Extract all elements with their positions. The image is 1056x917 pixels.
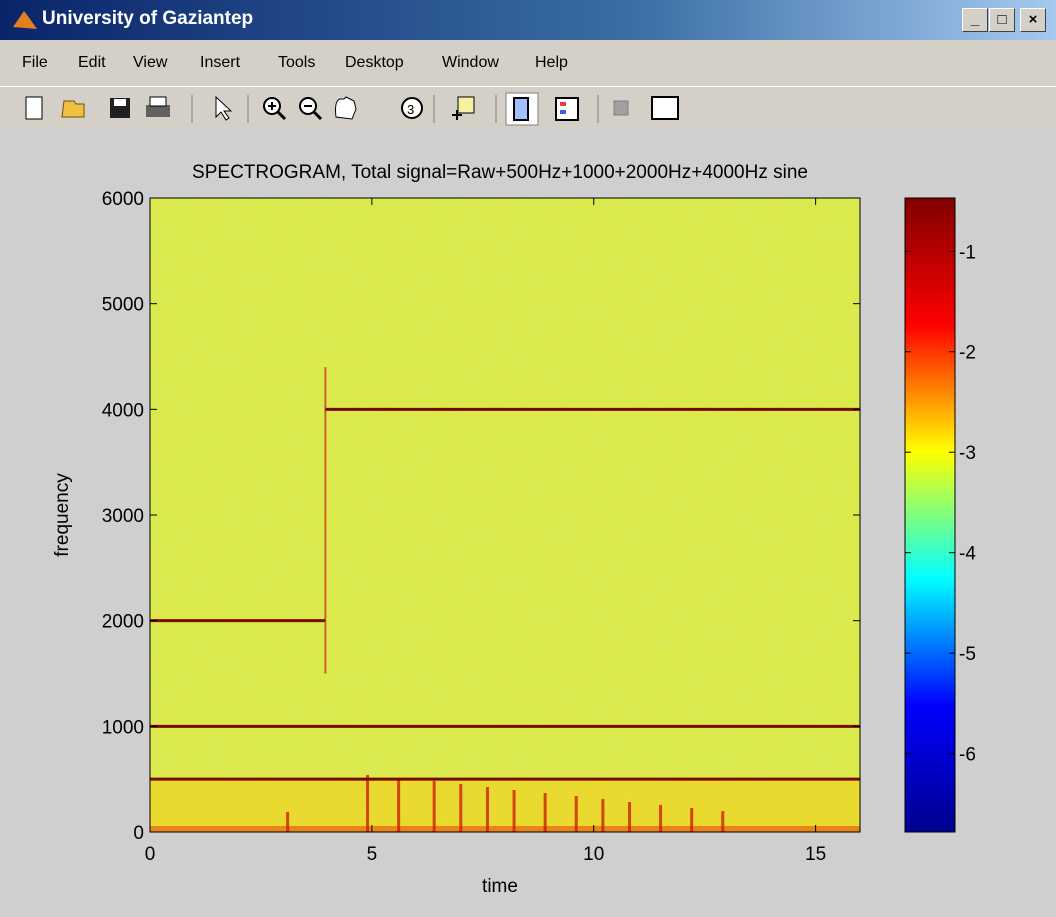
colorbar <box>904 197 956 833</box>
x-tick-label: 15 <box>805 844 826 865</box>
menu-item[interactable]: Help <box>535 54 568 71</box>
close-button[interactable]: × <box>1020 8 1046 32</box>
app-icon <box>13 11 37 29</box>
colorbar-tick-label: -2 <box>959 343 976 364</box>
menu-item[interactable]: View <box>133 54 168 71</box>
x-tick-label: 0 <box>145 844 156 865</box>
menu-item[interactable]: Edit <box>78 54 106 71</box>
y-tick-label: 6000 <box>102 189 144 210</box>
x-tick-label: 10 <box>583 844 604 865</box>
menu-item[interactable]: Desktop <box>345 54 404 71</box>
y-tick-label: 3000 <box>102 506 144 527</box>
maximize-button[interactable]: □ <box>989 8 1015 32</box>
spectrogram-low-noise <box>150 779 860 832</box>
menu-bar: File Edit View Insert Tools Desktop Window Help <box>0 42 1056 84</box>
y-tick-label: 5000 <box>102 295 144 316</box>
colorbar-tick-label: -6 <box>959 745 976 766</box>
spectrogram-noise <box>150 198 860 832</box>
minimize-button[interactable]: _ <box>962 8 988 32</box>
menu-item[interactable]: Insert <box>200 54 241 71</box>
figure-area: 0 1000 2000 3000 4000 5000 6000 0 5 10 15 SPECTROGR… <box>0 130 1056 917</box>
spectrogram-floor <box>150 826 860 832</box>
menu-item[interactable]: File <box>22 54 48 71</box>
y-axis-label: frequency <box>52 473 73 557</box>
title-bar: University of Gaziantep _ □ × <box>0 0 1056 40</box>
y-tick-label: 4000 <box>102 400 144 421</box>
x-axis-label: time <box>482 876 518 897</box>
y-tick-label: 2000 <box>102 612 144 633</box>
toolbar-icons: 3 <box>25 92 679 126</box>
y-tick-label: 0 <box>133 823 144 844</box>
svg-text:3: 3 <box>407 102 414 117</box>
toolbar: 3 <box>0 86 1056 132</box>
window-title: University of Gaziantep <box>42 8 254 29</box>
colorbar-tick-label: -1 <box>959 242 976 263</box>
x-tick-label: 5 <box>367 844 378 865</box>
colorbar-tick-label: -4 <box>959 544 976 565</box>
colorbar-tick-label: -3 <box>959 443 976 464</box>
chart-title: SPECTROGRAM, Total signal=Raw+500Hz+1000… <box>192 162 808 183</box>
y-tick-label: 1000 <box>102 717 144 738</box>
menu-item[interactable]: Tools <box>278 54 316 71</box>
colorbar-tick-label: -5 <box>959 644 976 665</box>
menu-item[interactable]: Window <box>442 54 499 71</box>
